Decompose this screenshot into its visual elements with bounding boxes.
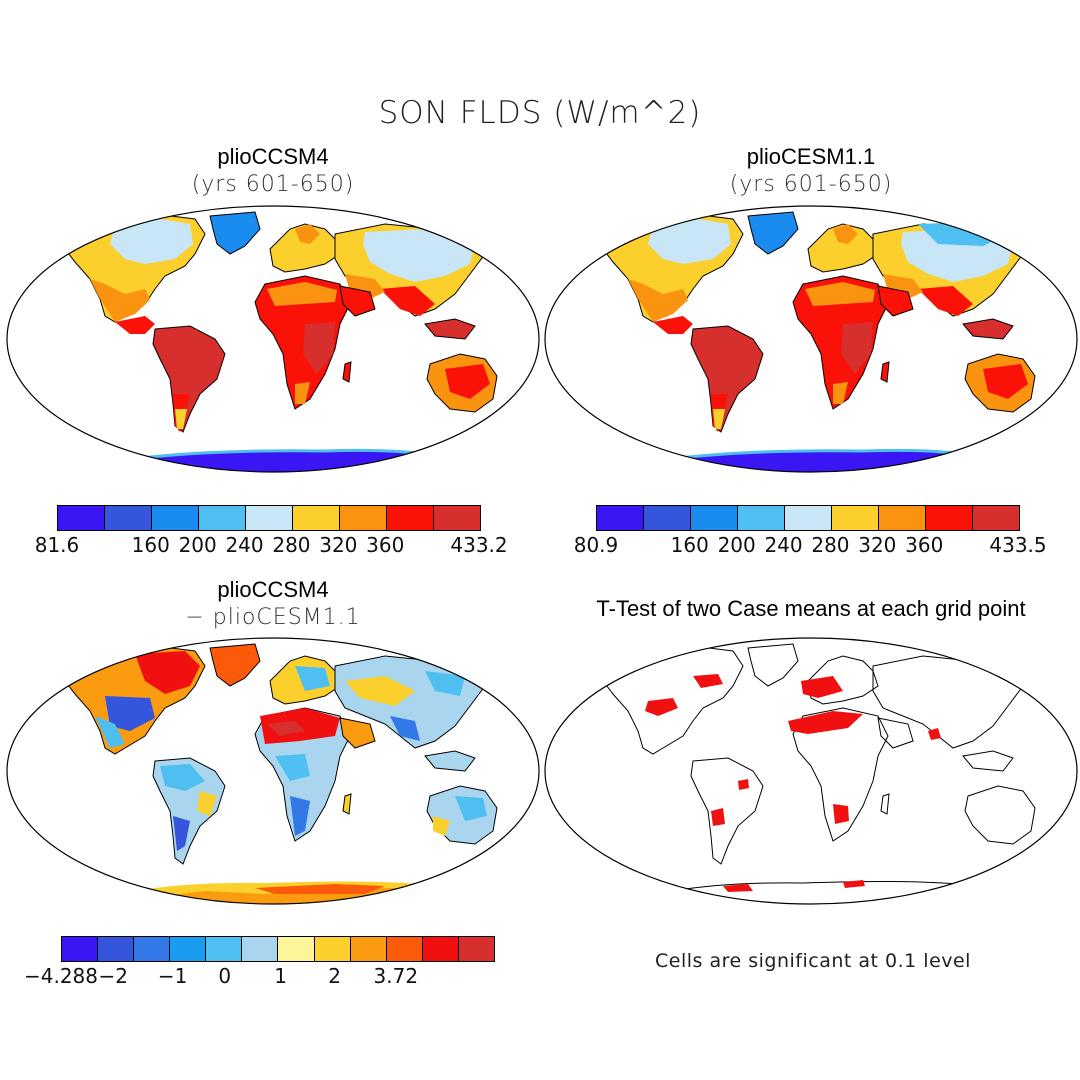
colorbar-tick-label: 2 [328,964,341,988]
colorbar-swatch [314,937,351,961]
panel-2-subtitle: (yrs 601-650) [729,172,893,197]
panel-4-map [543,636,1079,906]
colorbar-swatch [340,506,387,530]
colorbar-tick-label: 240 [764,533,803,557]
colorbar-tick-label: 280 [272,533,311,557]
colorbar-swatch [386,937,423,961]
colorbar-swatch [597,506,644,530]
panel-3-subtitle: − plioCESM1.1 [185,605,361,630]
colorbar-tick-label: 433.5 [989,533,1047,557]
colorbar-swatch [434,506,480,530]
panel-2-title: plioCESM1.1 [746,144,876,169]
colorbar-swatch [58,506,105,530]
colorbar-tick-label: −1 [157,964,188,988]
colorbar-tick-label: 0 [218,964,232,988]
colorbar-tick-label: 280 [811,533,850,557]
colorbar-swatch [832,506,879,530]
colorbar-swatch [422,937,459,961]
panel-3-map [5,636,541,906]
colorbar-swatch [293,506,340,530]
significance-footnote: Cells are significant at 0.1 level [655,950,971,972]
colorbar-swatch [278,937,315,961]
south-america [152,325,226,433]
colorbar-tick-label: 3.72 [373,964,419,988]
colorbar-tick-label: 80.9 [573,533,619,557]
significant-cells [645,698,678,716]
colorbar-tick-label: 160 [670,533,709,557]
colorbar-swatch [206,937,243,961]
colorbar-swatch [691,506,738,530]
panel-1-subtitle: (yrs 601-650) [191,172,355,197]
colorbar-swatch [105,506,152,530]
colorbar-swatch [199,506,246,530]
colorbar-swatch [458,937,494,961]
colorbar-swatch [926,506,973,530]
panel-3-title: plioCCSM4 [217,577,329,602]
colorbar-tick-label: 360 [905,533,944,557]
colorbar-tick-label: 200 [178,533,217,557]
panel-2-map [543,204,1079,474]
colorbar-tick-label: −4.288 [23,964,99,988]
colorbar-tick-label: 240 [225,533,264,557]
colorbar-swatch [738,506,785,530]
colorbar-swatch [879,506,926,530]
colorbar-panel-3-labels: −4.288 −2 −1 0 1 2 3.72 [24,964,493,988]
colorbar-tick-label: 433.2 [450,533,508,557]
colorbar-panel-1 [57,505,481,531]
colorbar-tick-label: 1 [274,964,287,988]
colorbar-tick-label: 200 [717,533,756,557]
colorbar-panel-1-labels: 81.6 160 200 240 280 320 360 433.2 [35,533,508,557]
colorbar-tick-label: 320 [319,533,358,557]
colorbar-swatch [246,506,293,530]
panel-4-title: T-Test of two Case means at each grid po… [596,596,1026,621]
colorbar-swatch [98,937,135,961]
colorbar-swatch [387,506,434,530]
colorbar-swatch [785,506,832,530]
panel-1-map [5,204,541,474]
colorbar-panel-2 [596,505,1020,531]
colorbar-swatch [350,937,387,961]
colorbar-swatch [62,937,99,961]
colorbar-panel-3 [61,936,495,962]
colorbar-tick-label: 81.6 [34,533,80,557]
colorbar-swatch [134,937,171,961]
colorbar-panel-2-labels: 80.9 160 200 240 280 320 360 433.5 [574,533,1047,557]
colorbar-tick-label: 320 [858,533,897,557]
colorbar-swatch [973,506,1019,530]
colorbar-swatch [152,506,199,530]
colorbar-tick-label: 360 [366,533,405,557]
panel-1-title: plioCCSM4 [217,144,329,169]
colorbar-swatch [242,937,279,961]
colorbar-tick-label: 160 [131,533,170,557]
figure-title: SON FLDS (W/m^2) [378,95,702,131]
colorbar-swatch [644,506,691,530]
south-america [690,325,764,433]
colorbar-tick-label: −2 [98,964,128,988]
colorbar-swatch [170,937,207,961]
